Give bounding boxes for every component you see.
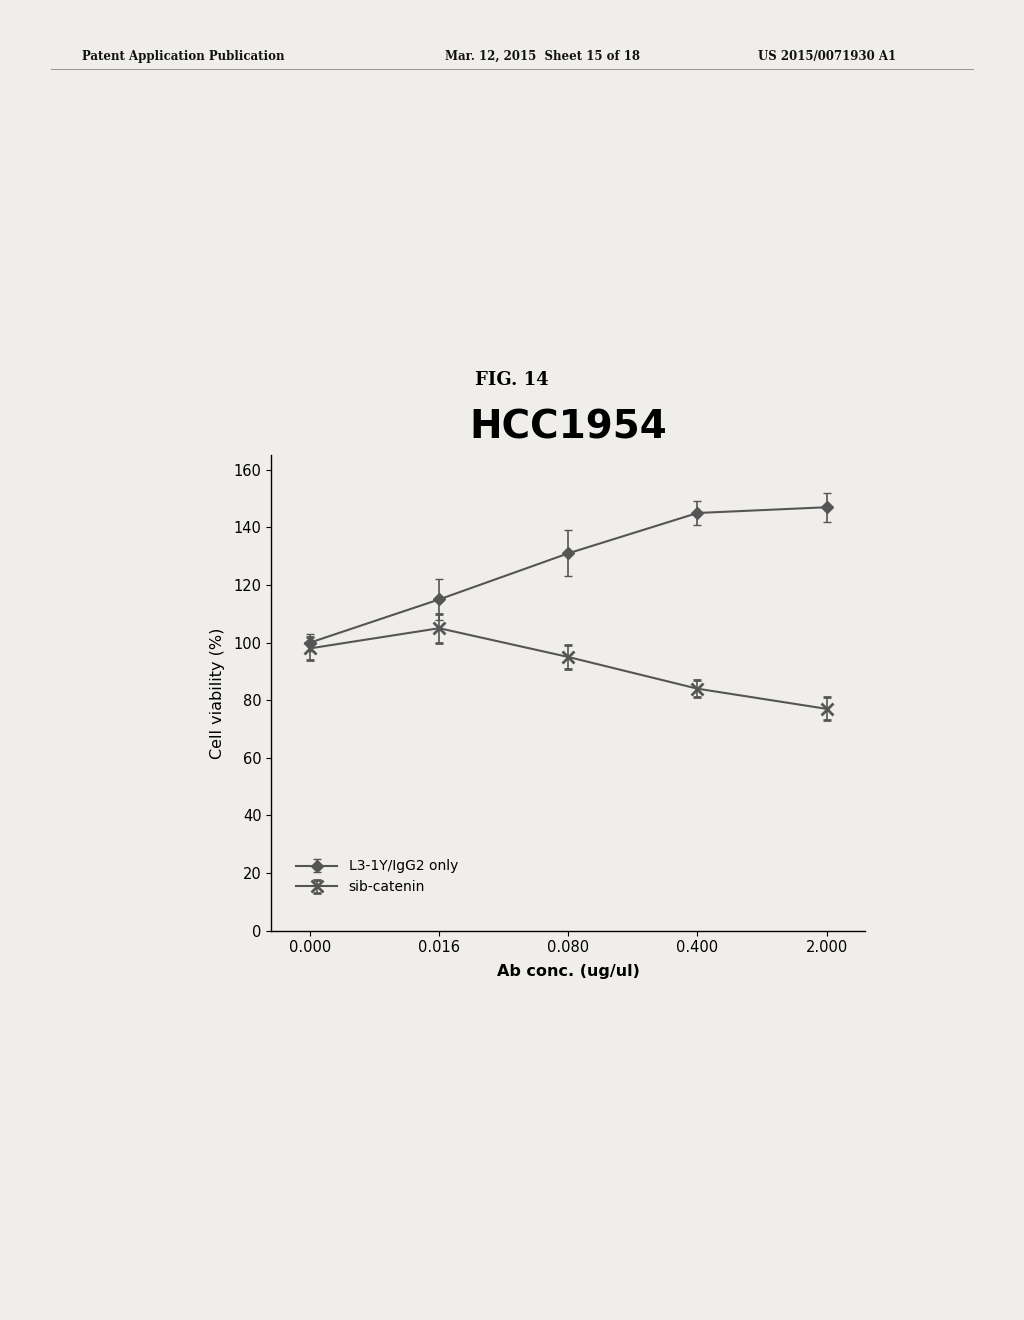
Text: Mar. 12, 2015  Sheet 15 of 18: Mar. 12, 2015 Sheet 15 of 18 <box>445 50 640 63</box>
Text: FIG. 14: FIG. 14 <box>475 371 549 389</box>
Y-axis label: Cell viability (%): Cell viability (%) <box>210 627 225 759</box>
Text: US 2015/0071930 A1: US 2015/0071930 A1 <box>758 50 896 63</box>
Legend: L3-1Y/IgG2 only, sib-catenin: L3-1Y/IgG2 only, sib-catenin <box>290 854 464 900</box>
Text: Patent Application Publication: Patent Application Publication <box>82 50 285 63</box>
X-axis label: Ab conc. (ug/ul): Ab conc. (ug/ul) <box>497 964 640 978</box>
Title: HCC1954: HCC1954 <box>469 409 668 446</box>
